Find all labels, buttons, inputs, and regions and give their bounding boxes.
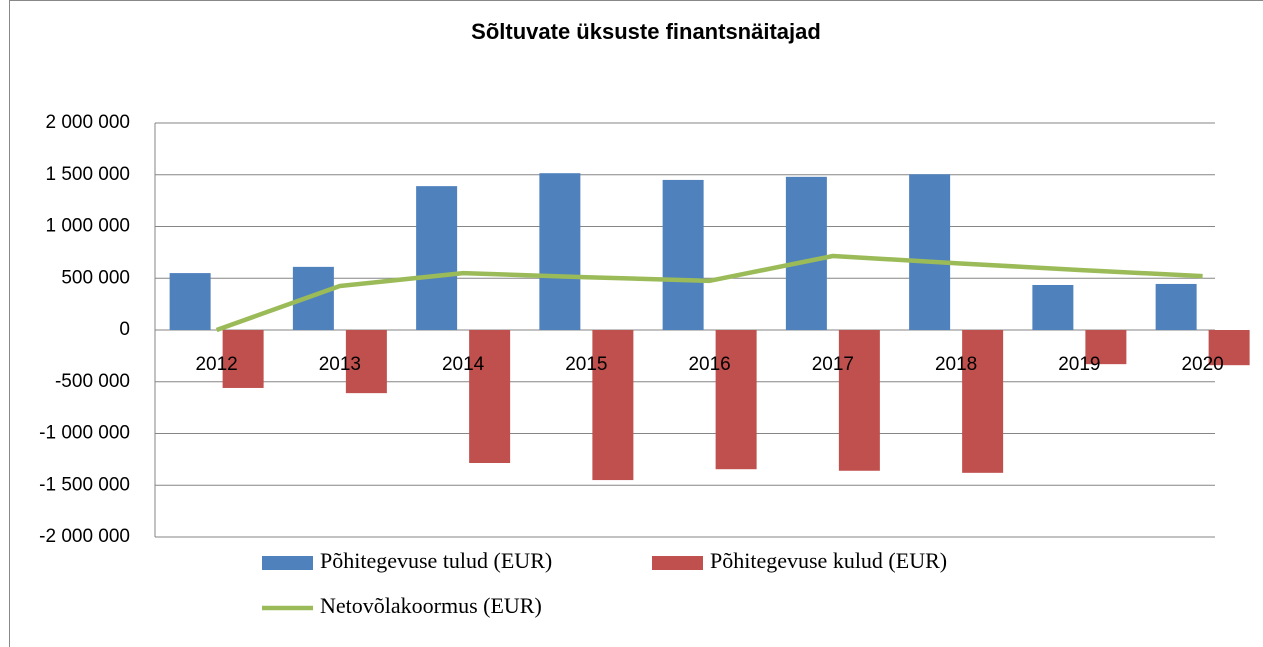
x-tick-label: 2020 — [1181, 354, 1223, 375]
y-tick-label: 1 000 000 — [45, 216, 130, 237]
bar — [1208, 330, 1250, 366]
bar — [469, 330, 511, 463]
bar — [345, 330, 387, 394]
x-tick-label: 2017 — [812, 354, 854, 375]
bar — [539, 173, 581, 330]
x-tick-label: 2012 — [195, 354, 237, 375]
bar — [416, 186, 458, 330]
legend-label: Põhitegevuse kulud (EUR) — [710, 548, 947, 573]
x-tick-label: 2014 — [442, 354, 485, 375]
bar — [909, 174, 951, 330]
bar — [662, 179, 704, 330]
line — [215, 253, 1203, 333]
bar — [785, 176, 827, 330]
bar — [592, 330, 634, 481]
y-tick-label: -2 000 000 — [39, 526, 130, 547]
chart-title: Sõltuvate üksuste finantsnäitajad — [471, 19, 821, 44]
legend-label: Netovõlakoormus (EUR) — [320, 593, 542, 618]
y-tick-label: 2 000 000 — [45, 112, 130, 133]
x-tick-label: 2018 — [935, 354, 977, 375]
x-tick-label: 2013 — [319, 354, 361, 375]
bar — [715, 330, 757, 470]
y-tick-label: 1 500 000 — [45, 164, 130, 185]
y-tick-label: -500 000 — [55, 371, 130, 392]
y-tick-label: -1 500 000 — [39, 474, 130, 495]
bar — [1085, 330, 1127, 365]
y-tick-label: 500 000 — [61, 267, 130, 288]
bar — [222, 330, 264, 388]
y-tick-label: 0 — [119, 319, 130, 340]
legend-swatch — [652, 556, 703, 570]
bar — [838, 330, 880, 471]
x-tick-label: 2019 — [1058, 354, 1100, 375]
chart-frame — [9, 0, 1263, 647]
bar — [962, 330, 1004, 473]
bar — [169, 273, 211, 330]
x-tick-label: 2015 — [565, 354, 607, 375]
legend-swatch — [262, 556, 313, 570]
bar — [1032, 284, 1074, 330]
x-tick-label: 2016 — [688, 354, 730, 375]
bar — [1155, 283, 1197, 330]
legend-label: Põhitegevuse tulud (EUR) — [320, 548, 552, 573]
y-tick-label: -1 000 000 — [39, 423, 130, 444]
